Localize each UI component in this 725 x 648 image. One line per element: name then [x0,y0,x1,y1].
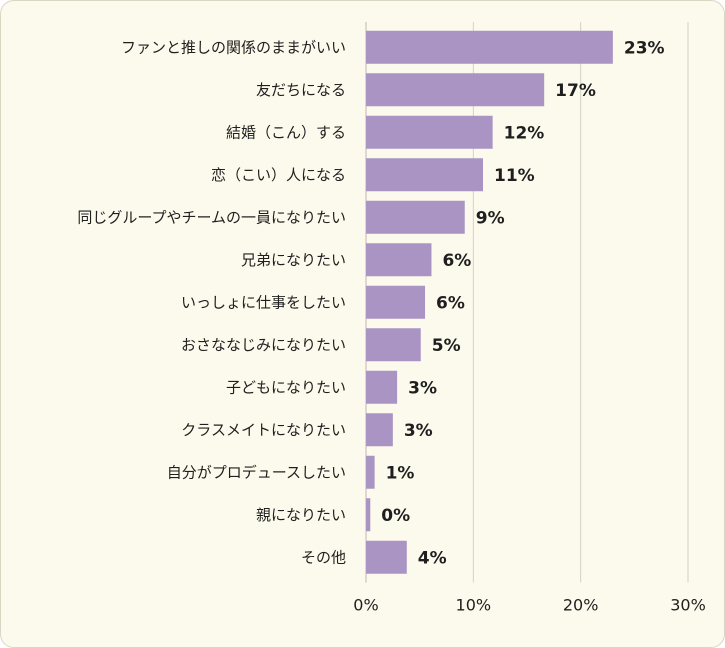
bar [366,30,613,64]
category-label: 恋（こい）人になる [211,166,346,184]
category-label: 友だちになる [256,81,346,99]
category-label: おさななじみになりたい [181,336,346,354]
data-label: 12% [504,123,545,143]
data-label: 5% [432,336,461,356]
bar [366,498,371,532]
data-label: 0% [381,506,410,526]
bar [366,200,465,234]
data-label: 17% [555,81,596,101]
category-label: ファンと推しの関係のままがいい [121,38,346,56]
category-label: その他 [301,548,346,566]
data-label: 3% [404,421,433,441]
category-labels: ファンと推しの関係のままがいい友だちになる結婚（こん）する恋（こい）人になる同じ… [77,38,346,566]
data-label: 9% [476,208,505,228]
bar [366,285,426,319]
value-labels: 23% 17% 12% 11% 9% 6% 6% 5% 3% 3% 1% 0% 4% [381,38,664,568]
bars [366,30,613,574]
bar [366,243,432,277]
data-label: 3% [408,378,437,398]
data-label: 23% [624,38,665,58]
category-label: 結婚（こん）する [226,123,346,141]
bar [366,413,393,447]
category-label: クラスメイトになりたい [181,421,346,439]
x-tick-label: 0% [353,596,378,615]
category-label: いっしょに仕事をしたい [181,293,346,311]
data-label: 11% [494,166,535,186]
category-label: 兄弟になりたい [241,251,346,269]
data-label: 1% [386,463,415,483]
category-label: 子どもになりたい [226,378,346,396]
x-tick-label: 10% [456,596,492,615]
category-label: 同じグループやチームの一員になりたい [77,208,346,226]
x-tick-label: 20% [563,596,599,615]
data-label: 6% [442,251,471,271]
data-label: 6% [436,293,465,313]
category-label: 自分がプロデュースしたい [167,463,346,481]
bar [366,540,407,574]
bar [366,73,545,107]
x-axis-ticks: 0% 10% 20% 30% [353,596,705,615]
category-label: 親になりたい [256,506,346,524]
bar [366,115,493,149]
x-tick-label: 30% [670,596,706,615]
bar [366,455,375,489]
bar [366,328,421,362]
bar [366,158,483,192]
data-label: 4% [418,548,447,568]
bar [366,370,398,404]
